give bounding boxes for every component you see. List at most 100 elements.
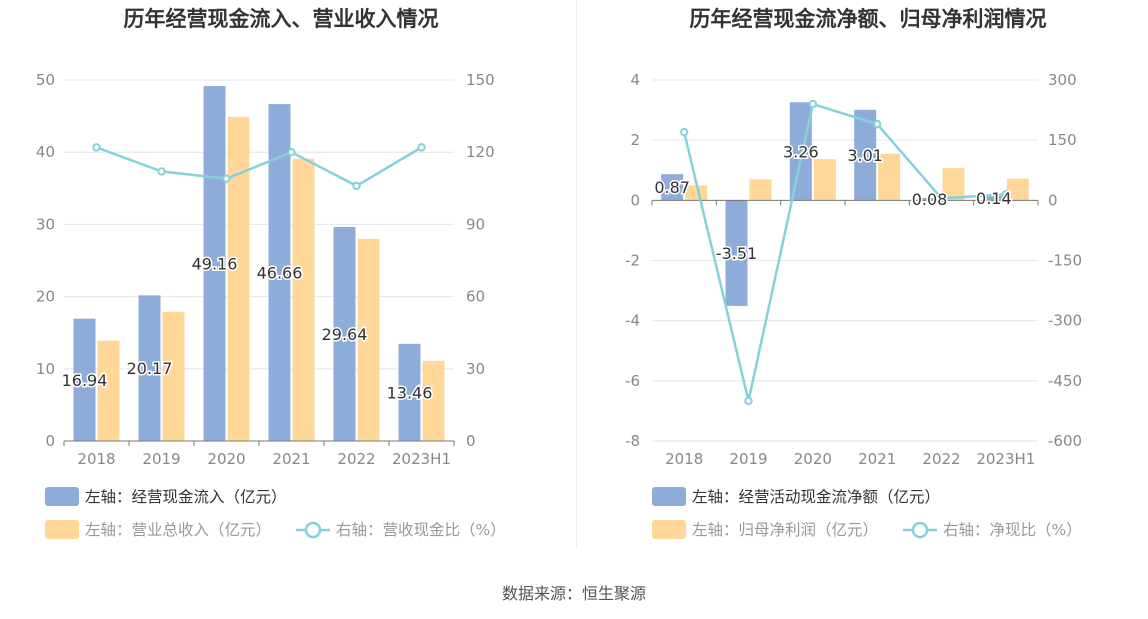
bar-data-label: 29.64 (322, 325, 368, 344)
y-right-tick-label: 300 (1048, 71, 1077, 89)
y-left-tick-label: -8 (625, 432, 640, 450)
legend-swatch-primary (652, 487, 686, 506)
x-tick-label: 2019 (729, 450, 767, 468)
bar-primary (789, 102, 812, 201)
bar-data-label: 3.26 (783, 142, 819, 161)
x-tick-label: 2020 (794, 450, 832, 468)
y-left-tick-label: 30 (36, 215, 55, 233)
x-tick-label: 2023H1 (976, 450, 1035, 468)
bar-secondary (1006, 178, 1029, 201)
ratio-point (222, 174, 231, 183)
x-tick-label: 2019 (142, 450, 180, 468)
legend-swatch-secondary (652, 520, 686, 539)
panel-divider (576, 0, 577, 548)
bar-secondary (878, 153, 901, 201)
ratio-point (744, 396, 753, 406)
x-tick-label: 2018 (665, 450, 703, 468)
legend-label-secondary: 左轴：营业总收入（亿元） (85, 521, 271, 539)
y-left-tick-label: 50 (36, 71, 55, 89)
x-tick-label: 2020 (207, 450, 245, 468)
x-tick-label: 2023H1 (392, 450, 451, 468)
y-right-tick-label: 150 (1048, 131, 1077, 149)
legend-label-primary: 左轴：经营活动现金流净额（亿元） (692, 488, 940, 506)
bar-data-label: 13.46 (387, 383, 433, 402)
bar-primary (203, 86, 226, 442)
y-right-tick-label: 120 (466, 143, 495, 161)
legend-label-primary: 左轴：经营现金流入（亿元） (85, 488, 287, 506)
legend-swatch-primary (45, 487, 79, 506)
y-right-tick-label: -150 (1048, 252, 1082, 270)
y-left-tick-label: -6 (625, 372, 640, 390)
ratio-line (96, 146, 423, 188)
bar-primary (268, 104, 291, 441)
bar-secondary (685, 185, 708, 201)
bar-primary (333, 226, 356, 441)
y-right-tick-label: 0 (466, 432, 476, 450)
y-right-tick-label: 150 (466, 71, 495, 89)
bar-primary (854, 109, 877, 201)
bar-secondary (162, 311, 185, 441)
ratio-point (679, 127, 689, 137)
ratio-point (352, 181, 361, 191)
y-left-tick-label: 4 (630, 71, 640, 89)
bar-data-label: -3.51 (716, 244, 757, 263)
ratio-point (937, 194, 946, 203)
bar-data-label: 46.66 (257, 264, 303, 283)
chart-panel-net-cashflow: 历年经营现金流净额、归母净利润情况 -8 -600 -6 -450 -4 -300 -2 -15… (574, 0, 1148, 560)
bar-secondary (357, 238, 380, 441)
chart-svg: 历年经营现金流入、营业收入情况 0 0 10 30 20 60 30 90 40 120 50 150 2… (36, 7, 506, 539)
chart-title: 历年经营现金流入、营业收入情况 (124, 7, 439, 31)
ratio-point (92, 143, 101, 152)
bar-secondary (97, 340, 120, 441)
bar-secondary (227, 116, 250, 442)
legend-marker-ratio (911, 521, 929, 539)
bar-data-label: 0.87 (654, 178, 690, 197)
ratio-point (808, 99, 818, 109)
legend-marker-ratio (304, 521, 322, 539)
bar-secondary (813, 159, 836, 201)
bar-secondary (422, 360, 445, 441)
ratio-point (287, 148, 296, 157)
x-tick-label: 2021 (272, 450, 310, 468)
bar-primary (982, 196, 1005, 201)
x-tick-label: 2022 (922, 450, 960, 468)
ratio-point (417, 143, 426, 152)
bar-primary (661, 174, 684, 201)
y-left-tick-label: 2 (630, 131, 640, 149)
y-left-tick-label: -2 (625, 252, 640, 270)
y-right-tick-label: 90 (466, 215, 485, 233)
ratio-point (1001, 190, 1011, 199)
bar-data-label: 20.17 (127, 359, 173, 378)
bar-primary (725, 200, 748, 306)
bar-data-label: 49.16 (192, 255, 238, 274)
y-right-tick-label: -600 (1048, 432, 1082, 450)
y-left-tick-label: 10 (36, 360, 55, 378)
bar-primary (138, 295, 161, 441)
y-right-tick-label: 60 (466, 288, 485, 306)
ratio-line (682, 102, 1006, 402)
x-tick-label: 2022 (337, 450, 375, 468)
legend-label-ratio: 右轴：营收现金比（%） (336, 521, 506, 539)
bar-secondary (749, 179, 772, 201)
bar-data-label: 16.94 (62, 371, 108, 390)
y-left-tick-label: 0 (630, 191, 640, 209)
bar-data-label: 3.01 (847, 146, 883, 165)
ratio-point (872, 119, 882, 129)
ratio-point (157, 167, 166, 176)
bar-secondary (292, 158, 315, 441)
bar-secondary (942, 168, 965, 201)
bar-data-label: 0.14 (976, 189, 1012, 208)
x-tick-label: 2018 (77, 450, 115, 468)
bar-data-label: 0.08 (912, 190, 948, 209)
y-left-tick-label: 0 (45, 432, 55, 450)
y-left-tick-label: 20 (36, 288, 55, 306)
bar-primary (73, 318, 96, 441)
bar-primary (398, 343, 421, 441)
legend-label-secondary: 左轴：归母净利润（亿元） (692, 521, 878, 539)
y-left-tick-label: 40 (36, 143, 55, 161)
y-left-tick-label: -4 (625, 312, 640, 330)
x-tick-label: 2021 (858, 450, 896, 468)
legend-swatch-secondary (45, 520, 79, 539)
legend-label-ratio: 右轴：净现比（%） (943, 521, 1082, 539)
bar-primary (918, 197, 941, 201)
